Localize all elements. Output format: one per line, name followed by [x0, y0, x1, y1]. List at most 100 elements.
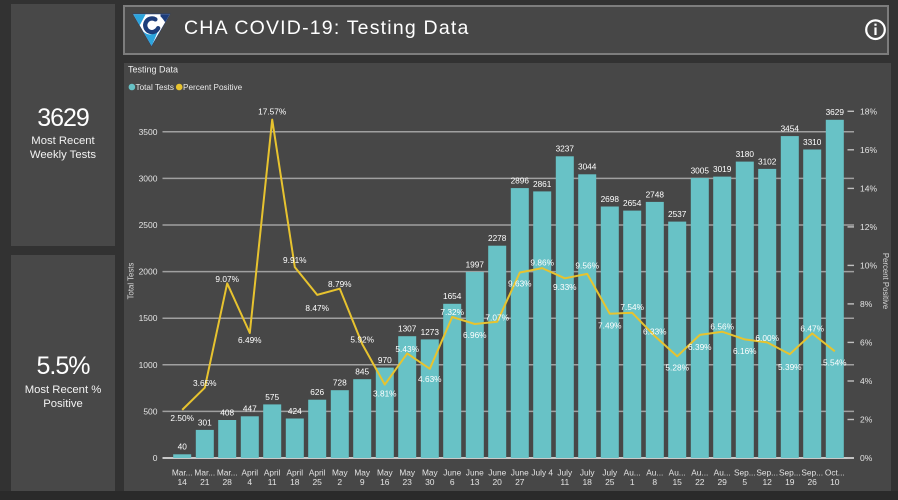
svg-text:9.33%: 9.33%	[553, 282, 577, 292]
svg-text:Mar...: Mar...	[171, 468, 192, 478]
svg-text:Sep...: Sep...	[778, 468, 800, 478]
svg-text:18: 18	[582, 477, 592, 487]
svg-text:7.32%: 7.32%	[440, 307, 464, 317]
svg-text:Sep...: Sep...	[733, 468, 755, 478]
svg-text:1654: 1654	[442, 291, 461, 301]
svg-text:1273: 1273	[420, 327, 439, 337]
svg-text:2748: 2748	[645, 189, 664, 199]
svg-text:May: May	[354, 468, 371, 478]
svg-text:9.63%: 9.63%	[508, 279, 532, 289]
svg-text:Total Tests: Total Tests	[135, 83, 174, 92]
svg-text:Au...: Au...	[668, 468, 685, 478]
svg-text:Oct...: Oct...	[824, 468, 844, 478]
svg-text:5.92%: 5.92%	[350, 335, 374, 345]
svg-text:500: 500	[143, 406, 157, 416]
svg-text:3044: 3044	[577, 162, 596, 172]
svg-text:April: April	[286, 468, 303, 478]
svg-text:18: 18	[290, 477, 300, 487]
svg-text:970: 970	[377, 355, 391, 365]
svg-text:5.54%: 5.54%	[823, 357, 847, 367]
svg-text:22: 22	[695, 477, 705, 487]
svg-text:Au...: Au...	[646, 468, 663, 478]
svg-text:3629: 3629	[825, 107, 844, 117]
svg-text:10%: 10%	[860, 260, 877, 270]
svg-text:Percent Positive: Percent Positive	[881, 253, 890, 309]
svg-text:17.57%: 17.57%	[258, 107, 287, 117]
svg-text:6.33%: 6.33%	[643, 327, 667, 337]
svg-text:May: May	[421, 468, 438, 478]
svg-text:408: 408	[220, 407, 234, 417]
svg-text:9: 9	[359, 477, 364, 487]
svg-text:May: May	[399, 468, 416, 478]
svg-text:1500: 1500	[138, 313, 157, 323]
svg-text:6.39%: 6.39%	[688, 342, 712, 352]
svg-text:May: May	[331, 468, 348, 478]
svg-text:6.16%: 6.16%	[733, 346, 757, 356]
svg-text:3500: 3500	[138, 127, 157, 137]
svg-text:11: 11	[267, 477, 276, 487]
svg-text:25: 25	[312, 477, 322, 487]
svg-text:9.91%: 9.91%	[283, 255, 307, 265]
svg-text:2278: 2278	[487, 233, 506, 243]
svg-text:9.56%: 9.56%	[575, 260, 599, 270]
svg-text:3454: 3454	[780, 124, 799, 134]
svg-text:6.00%: 6.00%	[755, 333, 779, 343]
svg-text:8.79%: 8.79%	[328, 279, 352, 289]
svg-text:8%: 8%	[860, 299, 873, 309]
svg-text:14: 14	[177, 477, 187, 487]
svg-text:July: July	[557, 468, 573, 478]
svg-text:2.50%: 2.50%	[170, 413, 194, 423]
svg-text:8.47%: 8.47%	[305, 303, 329, 313]
svg-text:5.39%: 5.39%	[778, 362, 802, 372]
svg-text:2698: 2698	[600, 194, 619, 204]
svg-text:April: April	[263, 468, 280, 478]
svg-text:Au...: Au...	[623, 468, 640, 478]
svg-text:1307: 1307	[397, 324, 416, 334]
svg-text:9.86%: 9.86%	[530, 258, 554, 268]
svg-text:26: 26	[807, 477, 817, 487]
svg-text:0%: 0%	[860, 453, 873, 463]
svg-text:1000: 1000	[138, 360, 157, 370]
svg-text:April: April	[308, 468, 325, 478]
svg-text:2: 2	[337, 477, 342, 487]
svg-text:4: 4	[247, 477, 252, 487]
svg-text:July: July	[579, 468, 595, 478]
svg-text:626: 626	[310, 387, 324, 397]
svg-text:2654: 2654	[622, 198, 641, 208]
svg-text:29: 29	[717, 477, 727, 487]
svg-text:Au...: Au...	[713, 468, 730, 478]
svg-text:Sep...: Sep...	[756, 468, 778, 478]
svg-text:5.28%: 5.28%	[665, 362, 689, 372]
svg-text:Total Tests: Total Tests	[126, 263, 135, 300]
svg-text:3005: 3005	[690, 165, 709, 175]
svg-text:3180: 3180	[735, 149, 754, 159]
svg-text:6.47%: 6.47%	[800, 323, 824, 333]
svg-text:7.54%: 7.54%	[620, 302, 644, 312]
svg-text:0: 0	[152, 453, 157, 463]
svg-text:8: 8	[652, 477, 657, 487]
svg-text:5: 5	[742, 477, 747, 487]
svg-text:3237: 3237	[555, 144, 574, 154]
svg-text:30: 30	[425, 477, 435, 487]
svg-text:2861: 2861	[532, 179, 551, 189]
svg-text:2%: 2%	[860, 415, 873, 425]
svg-text:2000: 2000	[138, 267, 157, 277]
svg-text:12: 12	[762, 477, 772, 487]
svg-text:23: 23	[402, 477, 412, 487]
svg-text:19: 19	[785, 477, 795, 487]
svg-text:16%: 16%	[860, 145, 877, 155]
svg-text:424: 424	[287, 406, 301, 416]
svg-text:7.07%: 7.07%	[485, 312, 509, 322]
svg-text:July 4: July 4	[531, 468, 553, 478]
svg-text:18%: 18%	[860, 106, 877, 116]
svg-text:21: 21	[200, 477, 210, 487]
svg-text:447: 447	[242, 404, 256, 414]
svg-text:10: 10	[830, 477, 840, 487]
svg-text:575: 575	[265, 392, 279, 402]
svg-text:28: 28	[222, 477, 232, 487]
svg-text:845: 845	[355, 367, 369, 377]
svg-text:June: June	[443, 468, 461, 478]
svg-text:June: June	[465, 468, 483, 478]
svg-text:Sep...: Sep...	[801, 468, 823, 478]
svg-text:6: 6	[449, 477, 454, 487]
